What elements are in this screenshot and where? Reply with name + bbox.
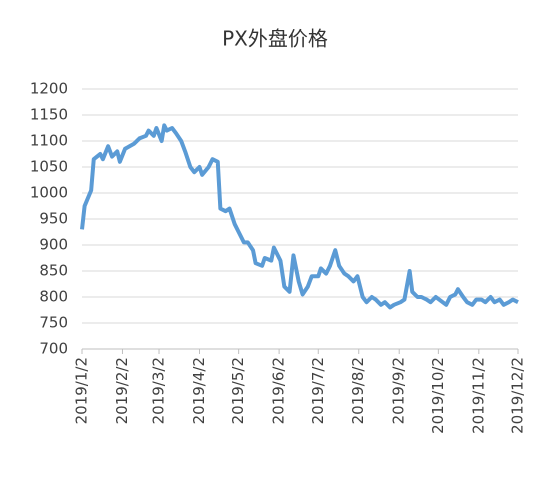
y-tick-label: 1150: [30, 106, 68, 124]
x-tick-label: 2019/10/2: [429, 357, 447, 434]
y-tick-label: 1100: [30, 132, 68, 150]
x-tick-label: 2019/1/2: [73, 357, 91, 424]
x-tick-label: 2019/9/2: [390, 357, 408, 424]
y-tick-label: 700: [39, 340, 68, 358]
x-tick-label: 2019/8/2: [349, 357, 367, 424]
x-tick-label: 2019/7/2: [309, 357, 327, 424]
y-tick-label: 900: [39, 236, 68, 254]
y-tick-label: 850: [39, 262, 68, 280]
data-line: [80, 123, 519, 310]
x-tick-label: 2019/11/2: [469, 357, 487, 434]
x-tick-label: 2019/4/2: [190, 357, 208, 424]
y-tick-label: 1050: [30, 158, 68, 176]
y-tick-label: 1000: [30, 184, 68, 202]
x-tick-label: 2019/3/2: [150, 357, 168, 424]
chart-title: PX外盘价格: [222, 27, 328, 51]
x-tick-label: 2019/6/2: [270, 357, 288, 424]
x-tick-label: 2019/2/2: [113, 357, 131, 424]
y-tick-label: 800: [39, 288, 68, 306]
y-tick-label: 950: [39, 210, 68, 228]
y-tick-label: 1200: [30, 80, 68, 98]
x-tick-label: 2019/12/2: [509, 357, 527, 434]
x-tick-label: 2019/5/2: [229, 357, 247, 424]
y-tick-label: 750: [39, 314, 68, 332]
